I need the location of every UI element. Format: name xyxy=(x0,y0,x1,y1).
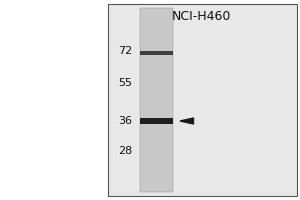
Bar xyxy=(140,8,172,192)
Bar xyxy=(108,4,297,196)
Polygon shape xyxy=(180,118,194,124)
Bar xyxy=(140,51,172,55)
Text: 36: 36 xyxy=(118,116,132,126)
Bar xyxy=(140,118,172,124)
Text: 72: 72 xyxy=(118,46,132,56)
Text: NCI-H460: NCI-H460 xyxy=(171,10,231,23)
Text: 55: 55 xyxy=(118,78,132,88)
Text: 28: 28 xyxy=(118,146,132,156)
